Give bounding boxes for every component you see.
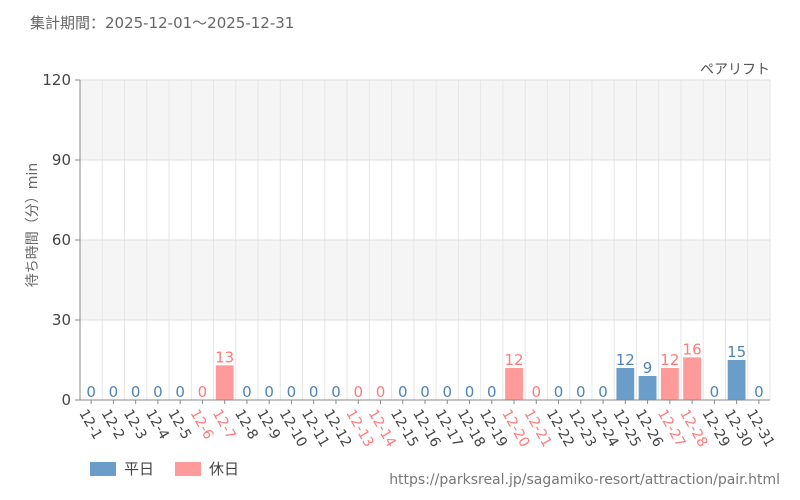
bar-value-label: 0 [242, 383, 252, 401]
bar-value-label: 0 [109, 383, 119, 401]
bar-value-label: 0 [86, 383, 96, 401]
bar [727, 360, 746, 400]
bar-value-label: 0 [175, 383, 185, 401]
legend-holiday: 休日 [175, 458, 239, 479]
bar-value-label: 12 [504, 351, 523, 369]
legend-weekday-label: 平日 [124, 460, 155, 478]
bar-value-label: 0 [353, 383, 363, 401]
legend-weekday-swatch [90, 461, 116, 476]
bar-value-label: 0 [398, 383, 408, 401]
bar-value-label: 0 [287, 383, 297, 401]
y-tick-label: 120 [42, 71, 71, 89]
period-label: 集計期間：2025-12-01〜2025-12-31 [30, 14, 295, 32]
bar-value-label: 13 [215, 348, 234, 366]
bar-value-label: 0 [153, 383, 163, 401]
bar-value-label: 16 [683, 340, 702, 358]
bar-value-label: 0 [487, 383, 497, 401]
bar-value-label: 9 [643, 359, 653, 377]
bar-value-label: 0 [754, 383, 764, 401]
bar-value-label: 0 [198, 383, 208, 401]
plot-band [80, 240, 770, 320]
plot-band [80, 80, 770, 160]
plot-band [80, 160, 770, 240]
y-tick-label: 30 [52, 311, 71, 329]
bar [638, 376, 657, 400]
bar-value-label: 0 [554, 383, 564, 401]
bar-value-label: 0 [532, 383, 542, 401]
bar-value-label: 0 [331, 383, 341, 401]
bar-value-label: 12 [660, 351, 679, 369]
bar [683, 357, 701, 400]
bar [215, 365, 234, 400]
bar-value-label: 0 [576, 383, 586, 401]
bar [660, 368, 679, 400]
y-tick-label: 0 [61, 391, 71, 409]
bar [616, 368, 635, 400]
bar-value-label: 0 [442, 383, 452, 401]
legend-holiday-label: 休日 [209, 460, 240, 478]
source-url[interactable]: https://parksreal.jp/sagamiko-resort/att… [389, 472, 780, 488]
bar-value-label: 12 [616, 351, 635, 369]
bar-value-label: 0 [598, 383, 608, 401]
bar-value-label: 0 [420, 383, 430, 401]
y-axis-label: 待ち時間（分）min [25, 163, 41, 287]
legend-weekday: 平日 [90, 458, 154, 479]
bar-value-label: 0 [309, 383, 319, 401]
bar-value-label: 0 [710, 383, 720, 401]
y-tick-label: 60 [52, 231, 71, 249]
bar-value-label: 15 [727, 343, 746, 361]
bar-value-label: 0 [131, 383, 141, 401]
bar-value-label: 0 [264, 383, 274, 401]
chart-title: ペアリフト [700, 62, 770, 78]
y-tick-label: 90 [52, 151, 71, 169]
bar [505, 368, 523, 400]
legend-holiday-swatch [175, 461, 201, 476]
bar-value-label: 0 [465, 383, 475, 401]
bar-value-label: 0 [376, 383, 386, 401]
